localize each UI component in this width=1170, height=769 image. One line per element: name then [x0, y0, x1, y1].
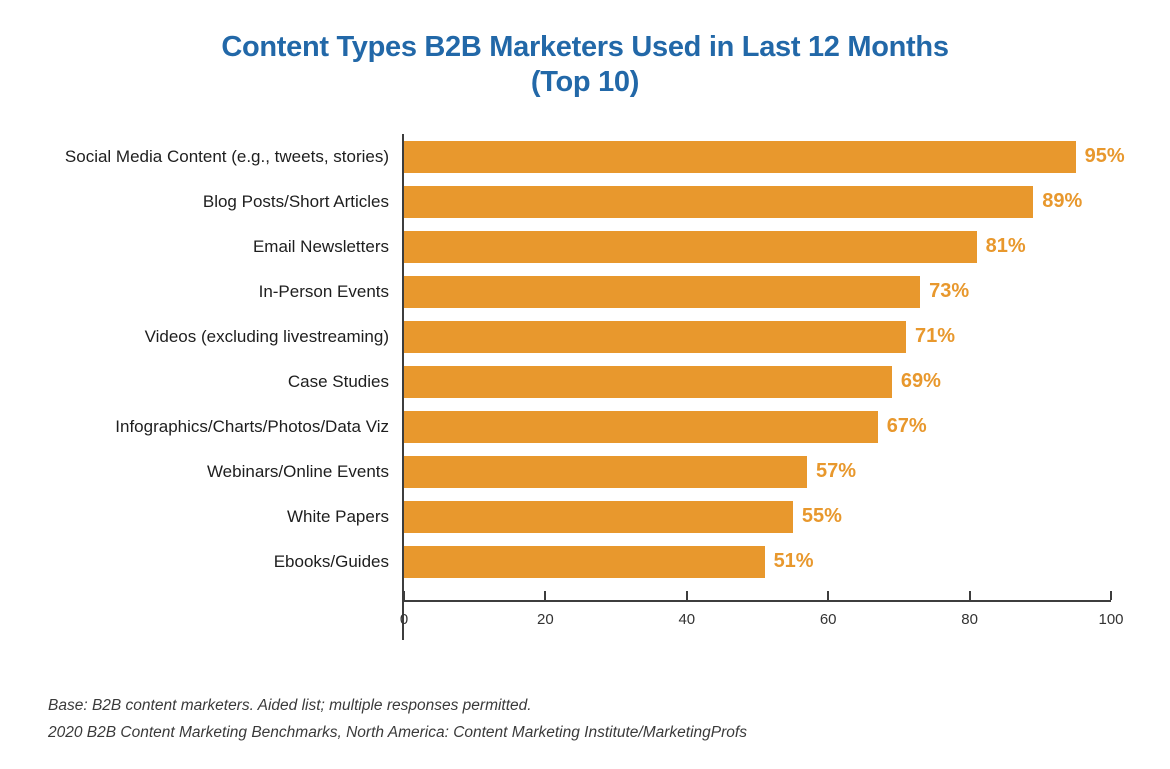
x-axis-tick-label: 0 [399, 611, 409, 628]
bars-container: 95% 89% 81% 73% 71% 69% 67% 57% 55% 51% [404, 134, 1125, 584]
bar [404, 275, 921, 308]
chart-title-line1: Content Types B2B Marketers Used in Last… [221, 31, 949, 63]
bar [404, 185, 1034, 218]
bar-row: 55% [404, 494, 1111, 539]
bar-row: 67% [404, 404, 1111, 449]
category-label: Webinars/Online Events [206, 461, 389, 481]
bar-row: 89% [404, 179, 1111, 224]
bar-value-label: 51% [773, 550, 814, 572]
bar-row: 51% [404, 539, 1111, 584]
category-labels-column: Social Media Content (e.g., tweets, stor… [0, 134, 402, 640]
category-label: Email Newsletters [252, 236, 389, 256]
bar-row: 73% [404, 269, 1111, 314]
category-label: In-Person Events [258, 281, 389, 301]
category-label: Videos (excluding livestreaming) [144, 326, 389, 346]
x-axis-tick [1110, 591, 1112, 600]
bar [404, 140, 1076, 173]
x-axis-tick [685, 591, 688, 600]
x-axis-tick-label: 100 [1098, 611, 1124, 628]
source-note-line2: 2020 B2B Content Marketing Benchmarks, N… [48, 724, 747, 741]
bar-value-label: 73% [929, 280, 970, 302]
bar-value-label: 95% [1084, 145, 1125, 167]
category-label: Infographics/Charts/Photos/Data Viz [115, 416, 389, 436]
x-axis-tick [544, 591, 547, 600]
bar-chart: Social Media Content (e.g., tweets, stor… [0, 134, 1170, 640]
x-axis-tick [827, 591, 830, 600]
bar [404, 500, 793, 533]
bar [404, 455, 807, 488]
bar [404, 545, 765, 578]
chart-title-line2: (Top 10) [530, 66, 640, 98]
x-axis-tick [403, 591, 405, 600]
source-note-line1: Base: B2B content marketers. Aided list;… [48, 697, 532, 714]
category-label: Case Studies [287, 371, 389, 391]
bar-row: 81% [404, 224, 1111, 269]
bar-row: 95% [404, 134, 1125, 179]
bar [404, 410, 878, 443]
x-axis-tick-label: 80 [961, 611, 978, 628]
x-axis-tick-label: 60 [819, 611, 837, 628]
x-axis-tick-label: 20 [537, 611, 554, 628]
bar [404, 320, 906, 353]
category-label: Ebooks/Guides [273, 551, 389, 571]
bar-value-label: 71% [914, 325, 955, 347]
x-axis-tick [968, 591, 971, 600]
bar-row: 71% [404, 314, 1111, 359]
bar-row: 57% [404, 449, 1111, 494]
chart-title: Content Types B2B Marketers Used in Last… [0, 0, 1170, 100]
bar-value-label: 81% [985, 235, 1026, 257]
plot-area: 95% 89% 81% 73% 71% 69% 67% 57% 55% 51% 0 20 40 60 80… [400, 134, 1125, 640]
source-note: Base: B2B content marketers. Aided list;… [48, 692, 1170, 746]
x-axis-tick-label: 40 [678, 611, 696, 628]
category-label: Social Media Content (e.g., tweets, stor… [64, 146, 389, 166]
x-axis: 0 20 40 60 80 100 [400, 591, 1124, 640]
bar-value-label: 89% [1042, 190, 1083, 212]
bar-value-label: 57% [815, 460, 857, 482]
bar [404, 365, 892, 398]
bar-value-label: 69% [900, 370, 941, 392]
category-label: Blog Posts/Short Articles [202, 191, 389, 211]
bar-row: 69% [404, 359, 1111, 404]
bar-value-label: 67% [886, 415, 927, 437]
category-label: White Papers [286, 506, 389, 526]
bar-value-label: 55% [801, 505, 842, 527]
bar [404, 230, 977, 263]
